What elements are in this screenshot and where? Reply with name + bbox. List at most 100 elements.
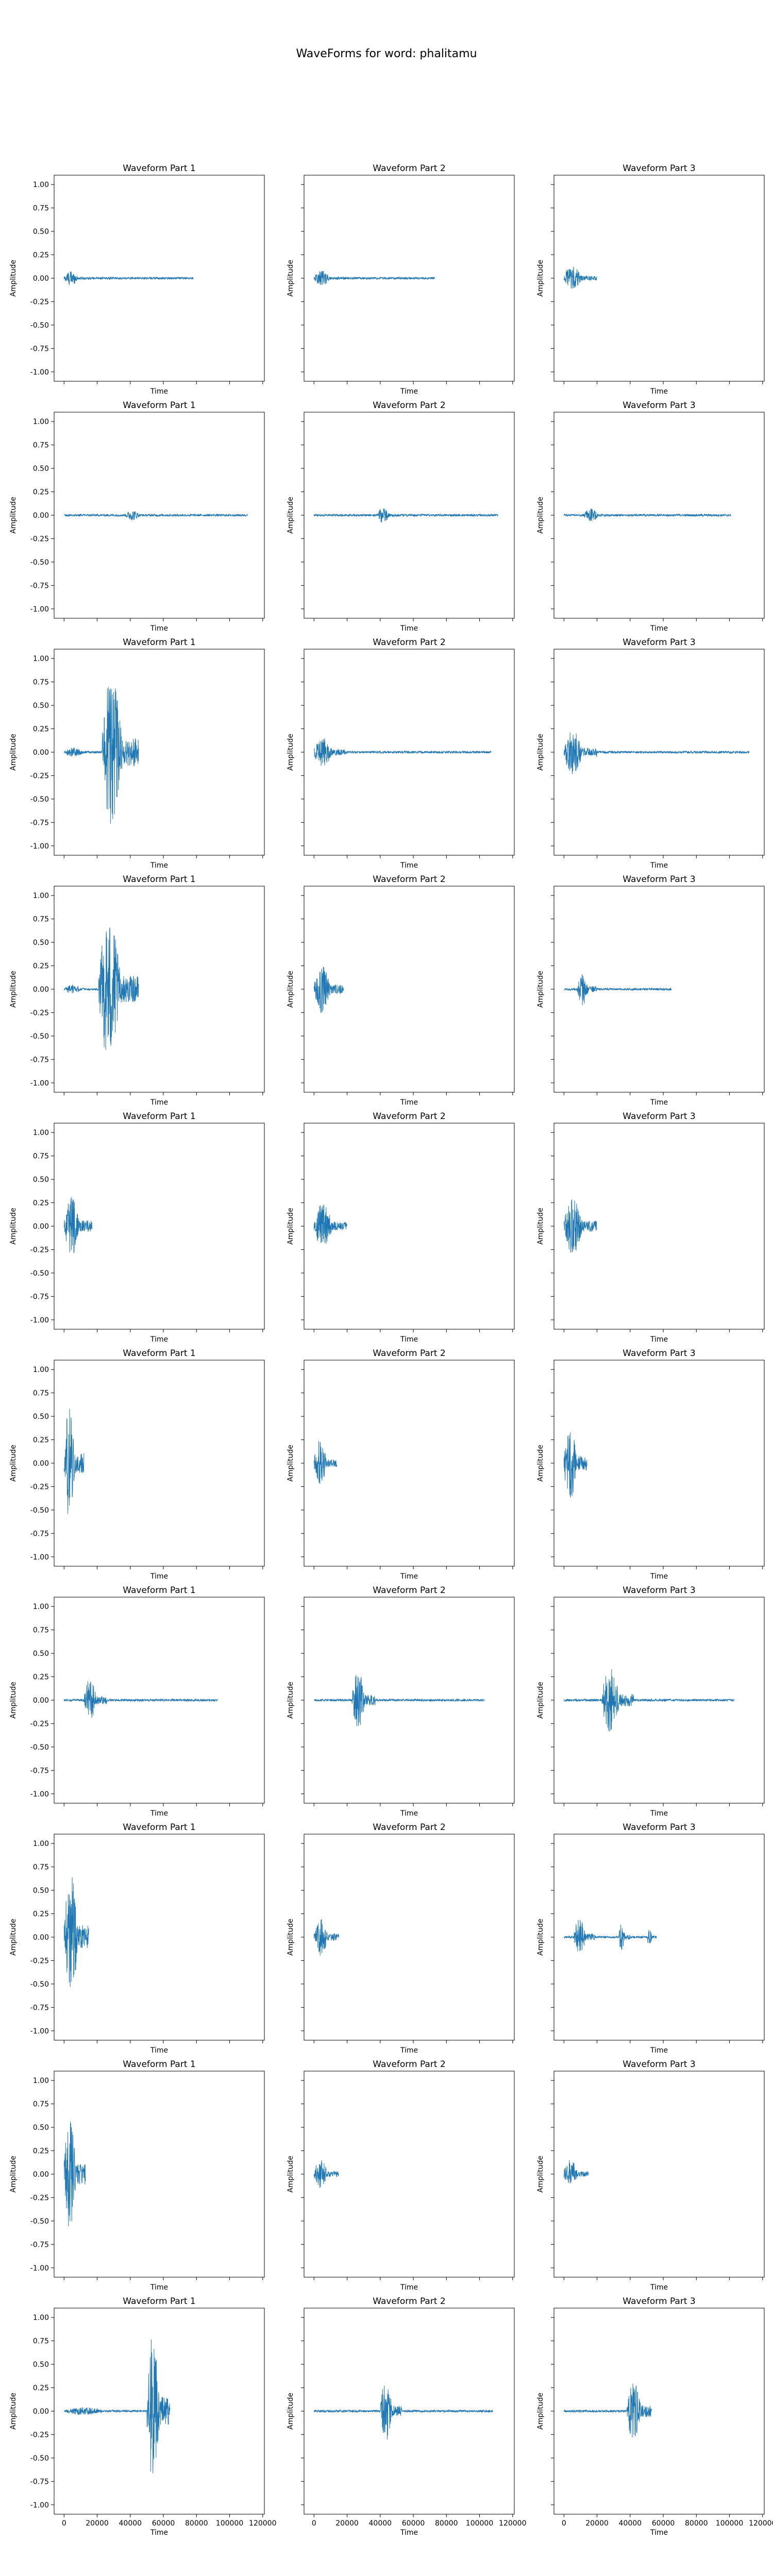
y-tick-label: 0.50 <box>33 1650 49 1658</box>
y-tick-label: 0.25 <box>33 488 49 497</box>
x-axis-label: Time <box>400 2529 418 2537</box>
subplot-title: Waveform Part 3 <box>623 1585 695 1596</box>
y-axis-label: Amplitude <box>536 734 545 771</box>
y-axis-label: Amplitude <box>536 1208 545 1245</box>
y-tick-label: 0.00 <box>33 2408 49 2416</box>
x-axis-label: Time <box>400 1572 418 1581</box>
y-axis-label: Amplitude <box>287 971 295 1008</box>
waveform-line <box>563 2160 589 2183</box>
subplot-4-1: Waveform Part 1 Time 1.00 0.75 0.50 0.25 0.00 -… <box>9 874 265 1107</box>
waveform-line <box>313 270 435 285</box>
y-tick-label: 0.00 <box>33 512 49 520</box>
y-tick-label: -0.75 <box>30 1056 49 1064</box>
waveform-line <box>63 271 194 285</box>
y-axis-label: Amplitude <box>287 260 295 297</box>
y-tick-label: 0.75 <box>33 205 49 213</box>
x-axis-label: Time <box>650 2046 668 2055</box>
subplot-9-1: Waveform Part 1 Time 1.00 0.75 0.50 0.25 0.00 -… <box>9 2059 265 2292</box>
x-tick-label: 120000 <box>749 2519 773 2528</box>
subplot-title: Waveform Part 1 <box>123 637 195 648</box>
subplot-title: Waveform Part 2 <box>373 163 445 174</box>
x-tick-label: 100000 <box>466 2519 493 2528</box>
y-axis-label: Amplitude <box>287 1208 295 1245</box>
y-axis-label: Amplitude <box>9 1919 18 1956</box>
subplot-9-3: Waveform Part 3 Time Amplitude <box>536 2059 765 2292</box>
y-tick-label: 1.00 <box>33 2314 49 2322</box>
x-tick-label: 0 <box>312 2519 316 2528</box>
y-tick-label: -1.00 <box>30 1553 49 1562</box>
x-axis-label: Time <box>400 2283 418 2292</box>
subplot-3-3: Waveform Part 3 Time Amplitude <box>536 637 765 870</box>
subplot-6-1: Waveform Part 1 Time 1.00 0.75 0.50 0.25 0.00 -… <box>9 1348 265 1581</box>
y-tick-label: 1.00 <box>33 1840 49 1848</box>
y-tick-label: -0.50 <box>30 2217 49 2226</box>
y-tick-label: 0.25 <box>33 1199 49 1208</box>
subplot-title: Waveform Part 3 <box>623 400 695 411</box>
subplot-3-1: Waveform Part 1 Time 1.00 0.75 0.50 0.25 0.00 -… <box>9 637 265 870</box>
y-axis-label: Amplitude <box>536 1919 545 1956</box>
y-tick-label: 0.75 <box>33 1153 49 1161</box>
waveform-line <box>313 738 492 766</box>
waveform-line <box>313 2385 493 2439</box>
y-axis-label: Amplitude <box>287 1919 295 1956</box>
y-axis-label: Amplitude <box>9 1445 18 1482</box>
y-tick-label: 0.50 <box>33 939 49 947</box>
y-tick-label: -1.00 <box>30 1790 49 1799</box>
y-tick-label: 1.00 <box>33 418 49 426</box>
y-tick-label: -0.50 <box>30 795 49 804</box>
subplot-title: Waveform Part 3 <box>623 1822 695 1833</box>
subplot-4-2: Waveform Part 2 Time Amplitude <box>287 874 515 1107</box>
y-tick-label: 1.00 <box>33 1603 49 1611</box>
waveform-line <box>563 509 731 521</box>
y-tick-label: 0.75 <box>33 442 49 450</box>
y-tick-label: -1.00 <box>30 2027 49 2036</box>
y-axis-label: Amplitude <box>287 1445 295 1482</box>
y-tick-label: 0.00 <box>33 749 49 757</box>
y-axis-label: Amplitude <box>9 2156 18 2193</box>
x-axis-label: Time <box>650 2283 668 2292</box>
y-tick-label: -1.00 <box>30 842 49 851</box>
waveform-line <box>63 511 248 521</box>
y-tick-label: 0.25 <box>33 1673 49 1682</box>
subplot-title: Waveform Part 3 <box>623 2059 695 2070</box>
x-axis-label: Time <box>400 1098 418 1107</box>
subplot-1-2: Waveform Part 2 Time Amplitude <box>287 163 515 396</box>
x-axis-label: Time <box>150 2283 168 2292</box>
y-axis-label: Amplitude <box>9 260 18 297</box>
y-tick-label: -0.50 <box>30 558 49 567</box>
x-tick-label: 80000 <box>685 2519 708 2528</box>
subplot-title: Waveform Part 2 <box>373 1111 445 1122</box>
y-tick-label: -0.75 <box>30 1530 49 1538</box>
waveform-line <box>63 927 139 1050</box>
y-tick-label: 0.50 <box>33 1413 49 1421</box>
subplot-title: Waveform Part 1 <box>123 1822 195 1833</box>
y-tick-label: -0.75 <box>30 2241 49 2249</box>
x-tick-label: 120000 <box>249 2519 276 2528</box>
x-tick-label: 0 <box>562 2519 566 2528</box>
y-tick-label: -0.75 <box>30 819 49 827</box>
y-tick-label: -1.00 <box>30 368 49 377</box>
y-axis-label: Amplitude <box>287 2393 295 2430</box>
x-tick-label: 60000 <box>652 2519 675 2528</box>
y-tick-label: 0.25 <box>33 1910 49 1919</box>
subplot-title: Waveform Part 2 <box>373 400 445 411</box>
y-tick-label: 0.75 <box>33 679 49 687</box>
subplot-10-3: Waveform Part 3 0 20000 40000 60000 80000 1000… <box>536 2296 773 2537</box>
y-tick-label: 0.25 <box>33 2147 49 2156</box>
waveform-line <box>313 967 344 1013</box>
subplot-title: Waveform Part 1 <box>123 2296 195 2307</box>
subplot-7-2: Waveform Part 2 Time Amplitude <box>287 1585 515 1818</box>
y-tick-label: 0.25 <box>33 725 49 734</box>
y-axis-label: Amplitude <box>287 1682 295 1719</box>
y-tick-label: 0.50 <box>33 2361 49 2369</box>
y-tick-label: 0.75 <box>33 916 49 924</box>
y-tick-label: -0.25 <box>30 772 49 780</box>
subplot-10-1: Waveform Part 1 0 20000 40000 60000 80000 1000… <box>9 2296 277 2537</box>
waveform-line <box>63 1409 85 1514</box>
waveform-line <box>63 2340 171 2473</box>
y-axis-label: Amplitude <box>287 2156 295 2193</box>
subplot-7-3: Waveform Part 3 Time Amplitude <box>536 1585 765 1818</box>
x-tick-label: 20000 <box>585 2519 609 2528</box>
subplot-6-2: Waveform Part 2 Time Amplitude <box>287 1348 515 1581</box>
y-tick-label: -0.25 <box>30 2194 49 2202</box>
